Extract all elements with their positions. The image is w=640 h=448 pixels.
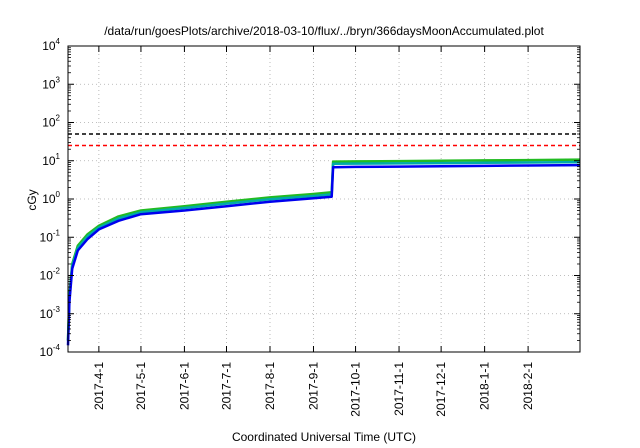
x-tick-label: 2017-9-1: [306, 362, 320, 410]
y-tick-label: 104: [42, 37, 60, 53]
x-axis-label: Coordinated Universal Time (UTC): [232, 430, 416, 444]
chart-title: /data/run/goesPlots/archive/2018-03-10/f…: [104, 24, 544, 38]
y-tick-label: 102: [42, 114, 60, 130]
y-tick-label: 10-1: [40, 228, 61, 244]
reference-lines: [68, 133, 580, 147]
x-tick-label: 2017-10-1: [349, 362, 363, 417]
y-tick-label: 101: [42, 152, 60, 168]
x-tick-label: 2018-1-1: [478, 362, 492, 410]
x-axis-ticks: 2017-4-1 2017-5-1 2017-6-1 2017-7-1 2017-8-1…: [92, 46, 535, 417]
x-tick-label: 2017-6-1: [177, 362, 191, 410]
y-tick-label: 10-3: [40, 305, 61, 321]
x-tick-label: 2017-7-1: [220, 362, 234, 410]
y-tick-label: 10-4: [40, 343, 61, 359]
x-tick-label: 2017-5-1: [134, 362, 148, 410]
x-tick-label: 2017-12-1: [434, 362, 448, 417]
x-tick-label: 2018-2-1: [521, 362, 535, 410]
x-tick-label: 2017-4-1: [92, 362, 106, 410]
series-line: [66, 158, 581, 341]
x-tick-label: 2017-8-1: [263, 362, 277, 410]
y-tick-label: 10-2: [40, 267, 61, 283]
y-axis-ticks: 10-4 10-3 10-2 10-1 100 101 102 103 104: [40, 37, 580, 359]
series-line: [66, 163, 581, 346]
x-tick-label: 2017-11-1: [392, 362, 406, 416]
grid: [68, 46, 580, 352]
series-line: [66, 160, 581, 341]
y-tick-label: 103: [42, 75, 60, 91]
y-axis-label: cGy: [25, 189, 39, 210]
y-tick-label: 100: [42, 190, 60, 206]
series-group: [66, 158, 581, 346]
